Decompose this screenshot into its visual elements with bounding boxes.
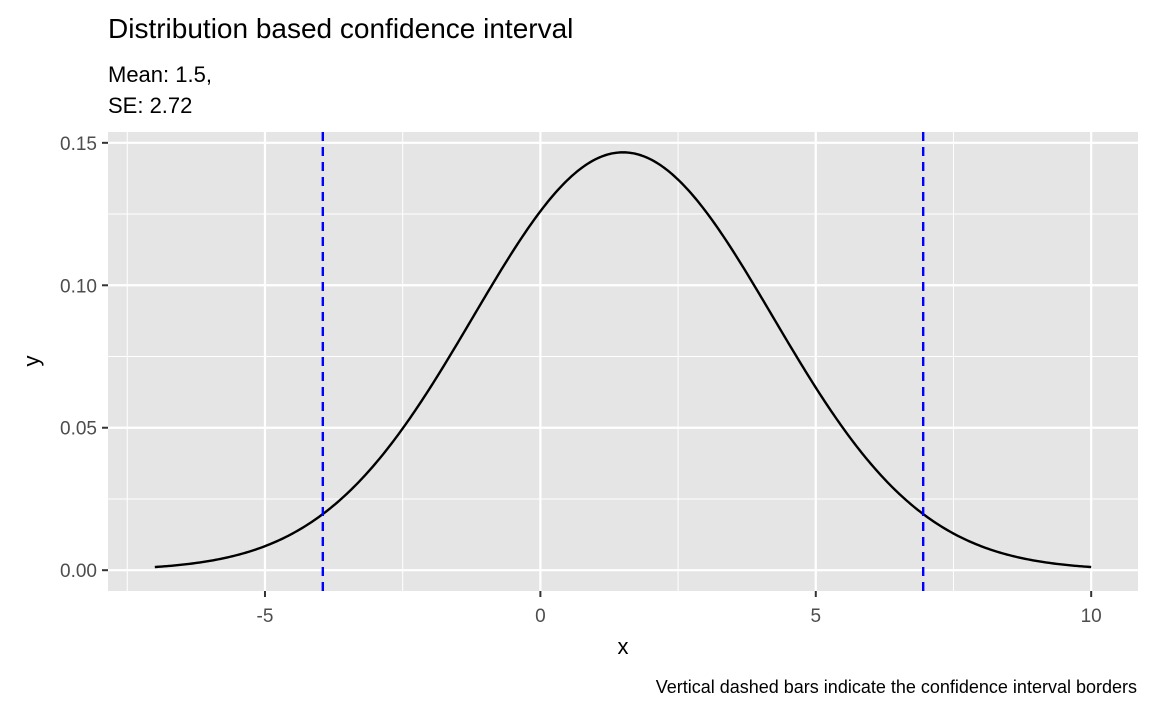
y-axis-label: y	[19, 356, 44, 367]
x-tick-label: 5	[810, 606, 821, 627]
density-curve	[154, 151, 1092, 569]
plot-panel	[108, 132, 1138, 591]
y-tick-label: 0.15	[60, 134, 97, 155]
x-axis: -5 0 5 10	[257, 591, 1102, 627]
chart-title: Distribution based confidence interval	[108, 13, 573, 44]
data-layer	[154, 132, 1092, 591]
x-tick-label: -5	[257, 606, 274, 627]
minor-gridlines	[108, 132, 1138, 591]
x-tick-label: 0	[535, 606, 546, 627]
chart-caption: Vertical dashed bars indicate the confid…	[656, 677, 1137, 697]
y-tick-label: 0.10	[60, 276, 97, 297]
chart-subtitle-mean: Mean: 1.5,	[108, 62, 212, 87]
y-tick-label: 0.05	[60, 419, 97, 440]
x-tick-label: 10	[1081, 606, 1102, 627]
y-axis: 0.00 0.05 0.10 0.15	[60, 134, 108, 582]
x-axis-label: x	[618, 634, 629, 659]
y-tick-label: 0.00	[60, 561, 97, 582]
chart-subtitle-se: SE: 2.72	[108, 93, 192, 118]
major-gridlines	[108, 132, 1138, 591]
